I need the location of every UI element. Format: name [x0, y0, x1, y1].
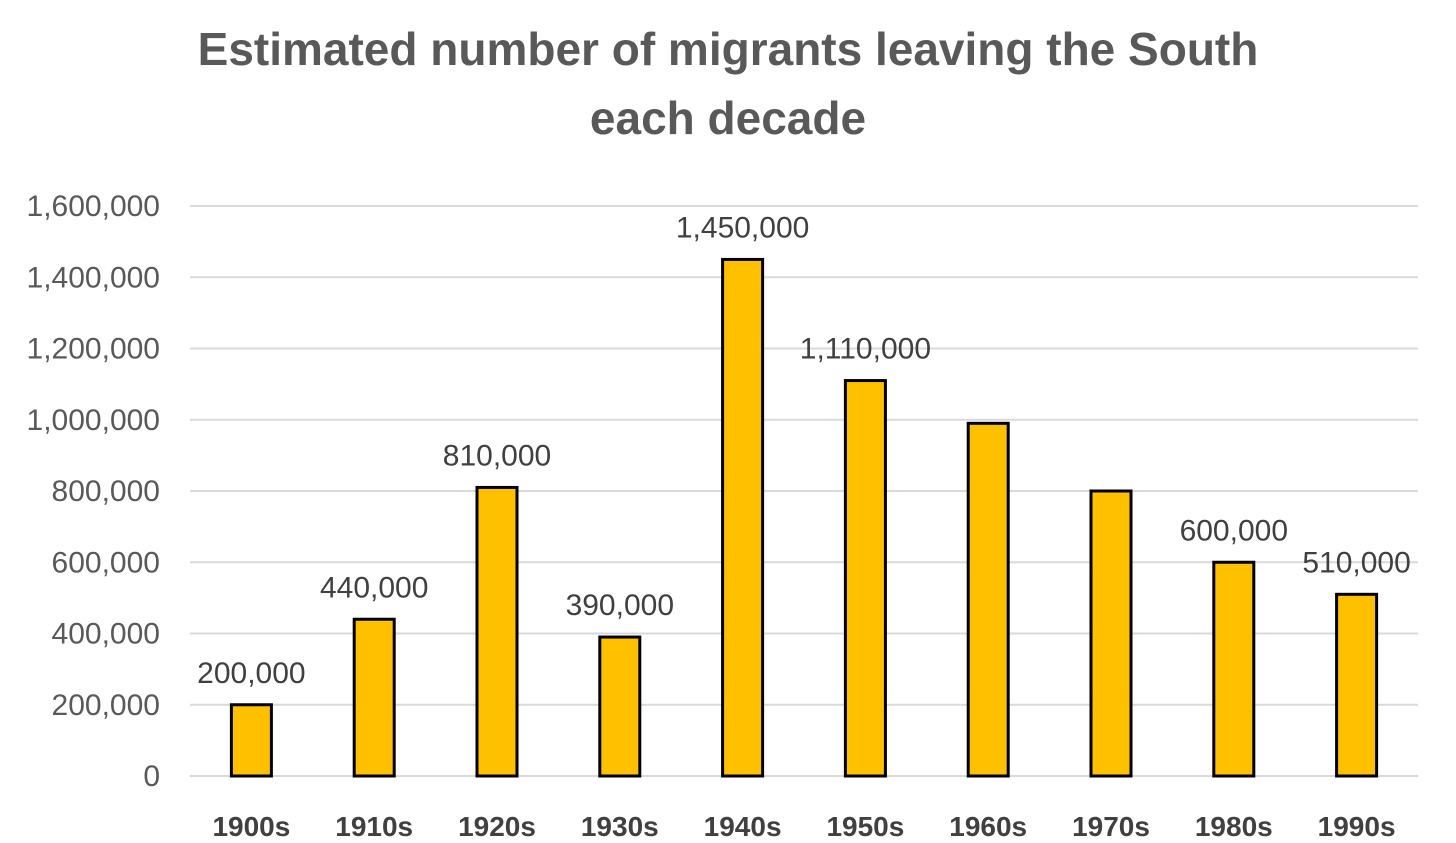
y-tick-label: 1,200,000	[27, 333, 160, 366]
y-axis-tick-labels: 0 200,000 400,000 600,000 800,000 1,000,000 1,…	[27, 190, 160, 793]
y-tick-label: 1,400,000	[27, 261, 160, 294]
data-labels: 200,000 440,000 810,000 390,000 1,450,000 1,1…	[197, 211, 1411, 689]
data-label-1910s: 440,000	[320, 571, 428, 604]
data-label-1950s: 1,110,000	[800, 333, 931, 366]
y-tick-label: 1,600,000	[27, 190, 160, 223]
x-tick-label-1960s: 1960s	[949, 811, 1027, 842]
bar-1970s	[1089, 489, 1133, 778]
x-tick-label-1950s: 1950s	[826, 811, 904, 842]
y-tick-label: 400,000	[52, 618, 160, 651]
bar-1920s	[475, 485, 519, 778]
y-tick-label: 600,000	[52, 546, 160, 579]
bar-1990s	[1335, 592, 1379, 778]
x-tick-label-1970s: 1970s	[1072, 811, 1150, 842]
x-axis-tick-labels: 1900s 1910s 1920s 1930s 1940s 1950s 1960s 1970s…	[212, 811, 1395, 842]
y-tick-label: 200,000	[52, 689, 160, 722]
x-tick-label-1990s: 1990s	[1318, 811, 1396, 842]
x-tick-label-1910s: 1910s	[335, 811, 413, 842]
x-tick-label-1980s: 1980s	[1195, 811, 1273, 842]
bar-1950s	[843, 379, 887, 778]
data-label-1900s: 200,000	[197, 657, 305, 690]
chart-title: Estimated number of migrants leaving the…	[198, 23, 1259, 144]
bar-1930s	[598, 635, 642, 778]
data-label-1940s: 1,450,000	[676, 211, 809, 244]
x-tick-label-1920s: 1920s	[458, 811, 536, 842]
bar-1900s	[229, 703, 273, 778]
bars	[229, 257, 1379, 778]
bar-1980s	[1212, 560, 1256, 778]
bar-1940s	[721, 257, 765, 778]
data-label-1980s: 600,000	[1180, 514, 1288, 547]
bar-1910s	[352, 617, 396, 778]
y-tick-label: 1,000,000	[27, 404, 160, 437]
bar-1960s	[966, 421, 1010, 778]
x-tick-label-1940s: 1940s	[704, 811, 782, 842]
chart-title-line-1: Estimated number of migrants leaving the…	[198, 23, 1259, 75]
chart-title-line-2: each decade	[590, 92, 866, 144]
x-tick-label-1930s: 1930s	[581, 811, 659, 842]
data-label-1990s: 510,000	[1302, 546, 1410, 579]
data-label-1930s: 390,000	[566, 589, 674, 622]
y-tick-label: 0	[143, 760, 160, 793]
y-tick-label: 800,000	[52, 475, 160, 508]
x-tick-label-1900s: 1900s	[212, 811, 290, 842]
data-label-1920s: 810,000	[443, 439, 551, 472]
